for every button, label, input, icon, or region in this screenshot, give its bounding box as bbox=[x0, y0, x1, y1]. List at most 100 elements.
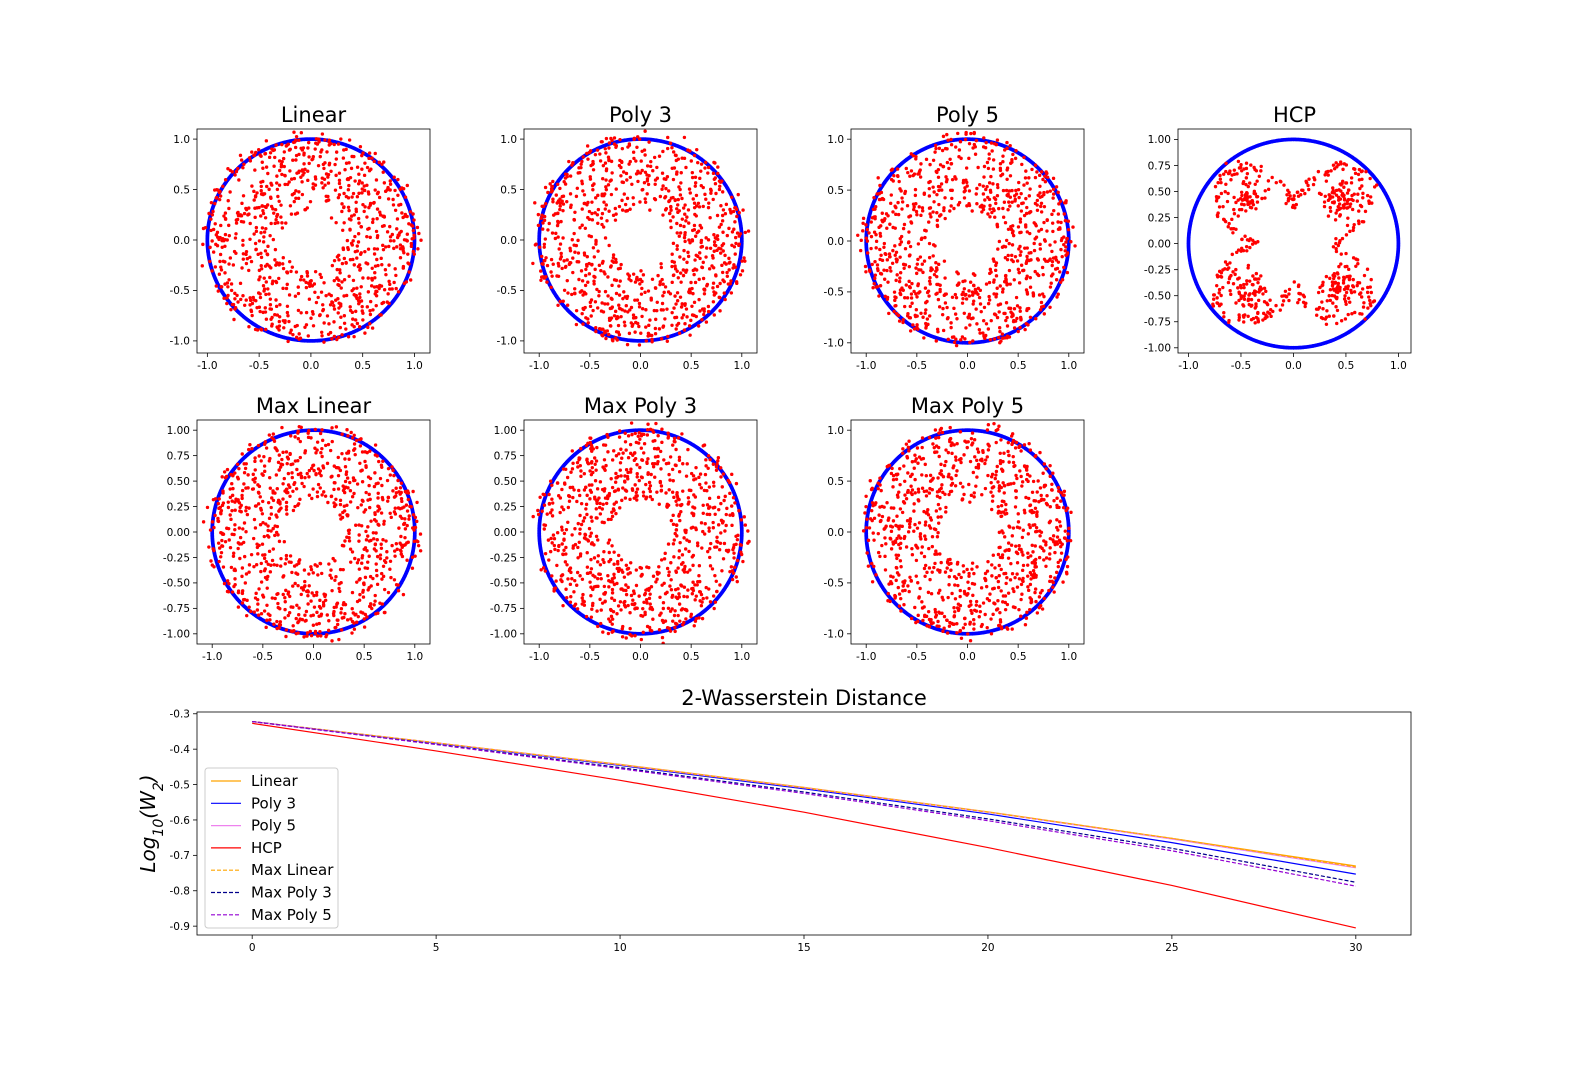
panel-2-sample-point bbox=[601, 163, 606, 168]
panel-2-sample-point bbox=[591, 168, 596, 172]
panel-2-sample-point bbox=[693, 258, 697, 262]
panel-3-sample-point bbox=[920, 206, 925, 210]
panel-4-sample-point bbox=[1237, 207, 1242, 212]
panel-3-sample-point bbox=[981, 192, 986, 196]
panel-3-sample-point bbox=[912, 207, 916, 212]
panel-3-sample-point bbox=[1028, 285, 1033, 289]
panel-3-sample-point bbox=[890, 167, 895, 171]
panel-3-sample-point bbox=[895, 260, 899, 264]
panel-1-sample-point bbox=[259, 263, 263, 268]
panel-1-sample-point bbox=[242, 162, 246, 167]
panel-3-sample-point bbox=[905, 296, 910, 300]
panel-3-sample-point bbox=[1064, 253, 1068, 257]
panel-4-sample-point bbox=[1230, 252, 1234, 257]
panel-2-sample-point bbox=[595, 148, 600, 152]
panel-2-sample-point bbox=[701, 185, 705, 190]
panel-4-sample-point bbox=[1324, 322, 1329, 326]
panel-2-sample-point bbox=[555, 223, 560, 228]
panel-2-sample-point bbox=[627, 331, 632, 336]
panel-2-sample-point bbox=[544, 256, 548, 260]
panel-1-sample-point bbox=[294, 153, 299, 158]
panel-2-sample-point bbox=[565, 199, 569, 204]
panel-4-sample-point bbox=[1287, 287, 1292, 292]
panel-3-sample-point bbox=[994, 201, 998, 206]
panel-1-sample-point bbox=[339, 315, 343, 319]
panel-2-sample-point bbox=[716, 165, 720, 169]
panel-1-sample-point bbox=[337, 258, 341, 262]
panel-1-sample-point bbox=[375, 257, 379, 262]
panel-1-sample-point bbox=[284, 144, 289, 148]
panel-4-sample-point bbox=[1280, 303, 1285, 307]
panel-2-sample-point bbox=[583, 283, 588, 288]
panel-3-sample-point bbox=[997, 239, 1002, 244]
panel-2-sample-point bbox=[702, 312, 706, 317]
panel-1-sample-point bbox=[337, 181, 342, 186]
panel-4-sample-point bbox=[1339, 262, 1343, 266]
panel-4-sample-point bbox=[1342, 275, 1346, 280]
panel-3-sample-point bbox=[891, 210, 895, 214]
panel-3-sample-point bbox=[966, 315, 970, 319]
panel-1-sample-point bbox=[400, 211, 404, 215]
panel-2-sample-point bbox=[604, 136, 609, 141]
panel-4-sample-point bbox=[1355, 258, 1360, 262]
panel-3-sample-point bbox=[1065, 270, 1070, 275]
panel-4-sample-point bbox=[1245, 238, 1250, 242]
panel-3-sample-point bbox=[956, 131, 960, 136]
panel-1-sample-point bbox=[383, 189, 388, 194]
panel-1-sample-point bbox=[357, 221, 361, 225]
panel-3-sample-point bbox=[927, 186, 932, 191]
panel-2-sample-point bbox=[631, 150, 636, 154]
panel-2-sample-point bbox=[643, 153, 647, 157]
panel-2-sample-point bbox=[561, 299, 565, 303]
panel-3-sample-point bbox=[1017, 180, 1021, 185]
panel-4-sample-point bbox=[1361, 191, 1365, 196]
panel-2-sample-point bbox=[746, 229, 751, 233]
panel-3-sample-point bbox=[871, 286, 875, 290]
panel-4-sample-point bbox=[1246, 314, 1250, 318]
panel-3-sample-point bbox=[974, 192, 978, 196]
panel-3-sample-point bbox=[924, 157, 929, 162]
panel-3-sample-point bbox=[937, 188, 941, 193]
panel-4-sample-point bbox=[1350, 311, 1354, 316]
panel-3-sample-point bbox=[898, 255, 902, 259]
panel-3-sample-point bbox=[1033, 163, 1038, 167]
panel-2-sample-point bbox=[609, 296, 613, 301]
panel-2-xtick-1: -0.5 bbox=[580, 353, 600, 372]
panel-2-sample-point bbox=[717, 246, 721, 251]
panel-4-sample-point bbox=[1248, 195, 1252, 199]
panel-4-sample-point bbox=[1338, 182, 1342, 186]
panel-2-sample-point bbox=[741, 208, 745, 212]
panel-3-sample-point bbox=[1048, 257, 1052, 261]
panel-2-sample-point bbox=[716, 171, 720, 176]
panel-3-xtick-2: 0.0 bbox=[959, 353, 976, 372]
panel-3-sample-point bbox=[1005, 282, 1010, 286]
panel-3-sample-point bbox=[1048, 189, 1053, 193]
panel-1-sample-point bbox=[254, 229, 259, 234]
panel-3-sample-point bbox=[946, 316, 950, 320]
panel-1-sample-point bbox=[294, 189, 298, 193]
panel-1-sample-point bbox=[388, 224, 392, 229]
panel-1-sample-point bbox=[283, 182, 287, 187]
panel-3-sample-point bbox=[1003, 221, 1008, 225]
panel-3-sample-point bbox=[888, 222, 892, 226]
panel-4-sample-point bbox=[1245, 171, 1250, 176]
panel-3-sample-point bbox=[924, 301, 928, 305]
panel-2-sample-point bbox=[669, 196, 674, 200]
panel-2-sample-point bbox=[600, 222, 604, 227]
panel-1-sample-point bbox=[338, 271, 342, 275]
panel-3-sample-point bbox=[930, 267, 934, 272]
panel-4-sample-point bbox=[1223, 189, 1227, 194]
panel-4-sample-point bbox=[1347, 267, 1351, 272]
panel-1-sample-point bbox=[239, 297, 243, 302]
panel-4-sample-point bbox=[1254, 304, 1258, 309]
panel-4-sample-point bbox=[1346, 216, 1350, 220]
panel-2-sample-point bbox=[594, 329, 598, 334]
panel-3-sample-point bbox=[928, 282, 932, 286]
panel-2-sample-point bbox=[633, 330, 637, 334]
panel-4-sample-point bbox=[1345, 201, 1350, 206]
panel-1-sample-point bbox=[367, 226, 371, 231]
panel-2-sample-point bbox=[701, 260, 705, 265]
panel-1-sample-point bbox=[372, 252, 377, 256]
panel-2-sample-point bbox=[582, 193, 587, 197]
panel-1-sample-point bbox=[288, 147, 292, 151]
